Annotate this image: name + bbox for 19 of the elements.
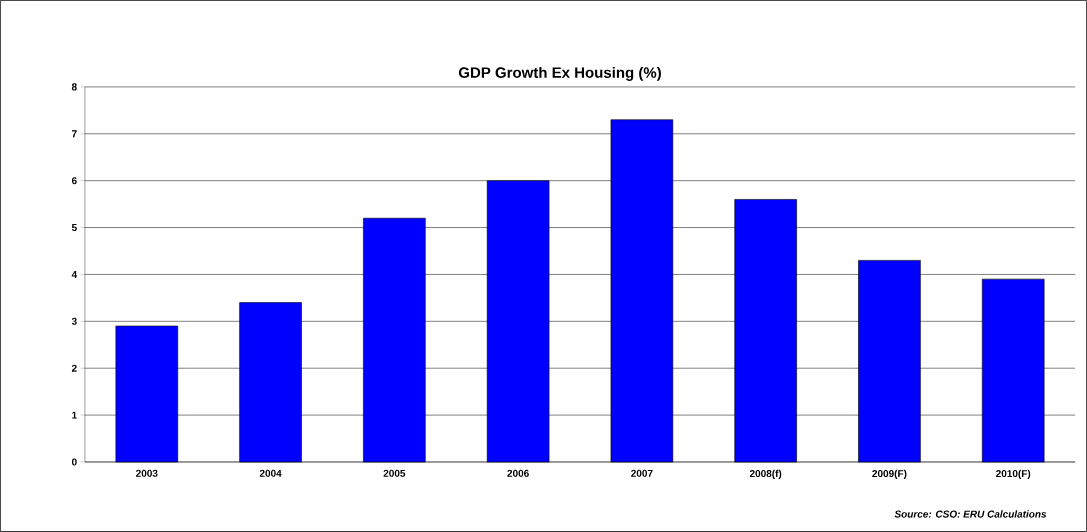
y-tick-label: 4: [71, 271, 78, 278]
y-tick-label: 6: [71, 177, 77, 185]
x-tick-label: 2007: [631, 469, 653, 477]
source-note: Source: CSO: ERU Calculations: [894, 510, 1047, 518]
x-tick-label: 2006: [507, 469, 529, 477]
y-tick-label: 3: [71, 317, 77, 325]
x-tick-label: 2003: [136, 469, 158, 477]
x-tick-label: 2008(f): [749, 469, 782, 480]
x-tick-label: 2005: [383, 469, 406, 477]
y-tick-label: 5: [71, 224, 77, 232]
y-tick-label: 0: [71, 458, 77, 466]
y-tick-label: 1: [72, 411, 77, 419]
chart-title: GDP Growth Ex Housing (%): [458, 66, 661, 81]
x-tick-label: 2010(F): [996, 469, 1031, 480]
x-tick-label: 2004: [259, 469, 282, 477]
y-tick-label: 7: [71, 130, 77, 138]
y-tick-label: 2: [71, 364, 77, 372]
y-tick-label: 8: [71, 83, 77, 91]
x-tick-label: 2009(F): [872, 469, 907, 480]
